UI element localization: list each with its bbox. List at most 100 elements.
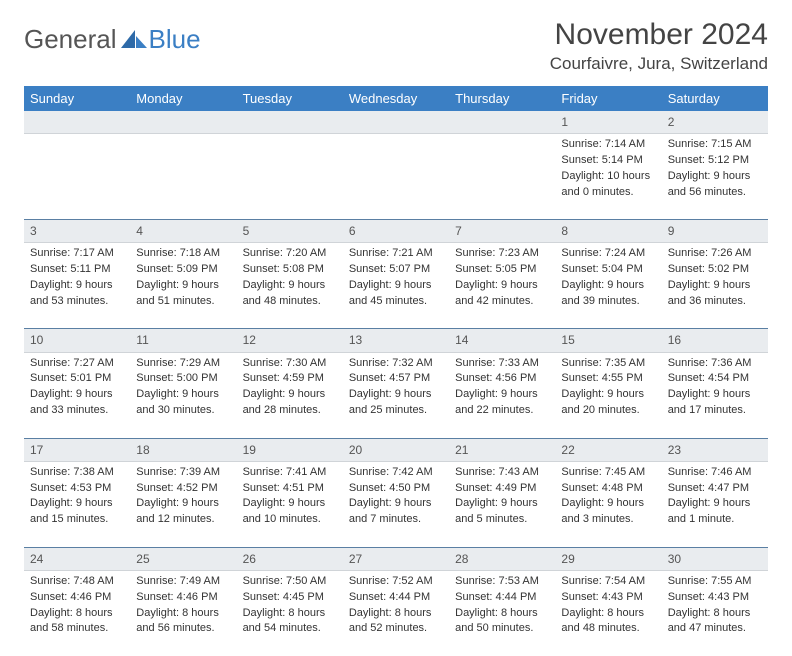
day-cell: Sunrise: 7:14 AMSunset: 5:14 PMDaylight:… — [555, 134, 661, 220]
day-number: 13 — [349, 333, 362, 347]
sunset-text: Sunset: 4:52 PM — [136, 481, 230, 496]
sunset-text: Sunset: 5:11 PM — [30, 262, 124, 277]
day-number: 17 — [30, 443, 43, 457]
day-cell: Sunrise: 7:52 AMSunset: 4:44 PMDaylight:… — [343, 570, 449, 656]
sunrise-text: Sunrise: 7:36 AM — [668, 356, 762, 371]
day-body-row: Sunrise: 7:17 AMSunset: 5:11 PM Daylight:… — [24, 243, 768, 329]
sunrise-text: Sunrise: 7:54 AM — [561, 574, 655, 589]
weekday-header: Friday — [555, 86, 661, 111]
sunrise-text: Sunrise: 7:21 AM — [349, 246, 443, 261]
day-number: 12 — [243, 333, 256, 347]
day2-text: and 33 minutes. — [30, 403, 124, 418]
weekday-header: Thursday — [449, 86, 555, 111]
day2-text: and 3 minutes. — [561, 512, 655, 527]
weekday-header: Tuesday — [237, 86, 343, 111]
day2-text: and 48 minutes. — [243, 294, 337, 309]
day-number: 4 — [136, 224, 143, 238]
day2-text: and 52 minutes. — [349, 621, 443, 636]
day-cell: Sunrise: 7:24 AMSunset: 5:04 PMDaylight:… — [555, 243, 661, 329]
sunrise-text: Sunrise: 7:43 AM — [455, 465, 549, 480]
sunrise-text: Sunrise: 7:52 AM — [349, 574, 443, 589]
day-number-cell — [130, 111, 236, 134]
day-cell: Sunrise: 7:38 AMSunset: 4:53 PMDaylight:… — [24, 461, 130, 547]
day-cell — [24, 134, 130, 220]
day-number: 16 — [668, 333, 681, 347]
sunset-text: Sunset: 5:00 PM — [136, 371, 230, 386]
day-cell: Sunrise: 7:29 AMSunset: 5:00 PMDaylight:… — [130, 352, 236, 438]
day2-text: and 25 minutes. — [349, 403, 443, 418]
day-cell: Sunrise: 7:48 AMSunset: 4:46 PMDaylight:… — [24, 570, 130, 656]
sunset-text: Sunset: 5:09 PM — [136, 262, 230, 277]
day-number-cell: 21 — [449, 438, 555, 461]
sunset-text: Sunset: 5:07 PM — [349, 262, 443, 277]
sunset-text: Sunset: 4:55 PM — [561, 371, 655, 386]
day-number-row: 10111213141516 — [24, 329, 768, 352]
weekday-header: Saturday — [662, 86, 768, 111]
day2-text: and 22 minutes. — [455, 403, 549, 418]
day-number-cell — [343, 111, 449, 134]
day2-text: and 20 minutes. — [561, 403, 655, 418]
weekday-header: Sunday — [24, 86, 130, 111]
sunset-text: Sunset: 4:43 PM — [561, 590, 655, 605]
day-number: 8 — [561, 224, 568, 238]
day-number: 29 — [561, 552, 574, 566]
day-number: 19 — [243, 443, 256, 457]
day1-text: Daylight: 9 hours — [136, 278, 230, 293]
sunrise-text: Sunrise: 7:49 AM — [136, 574, 230, 589]
sunset-text: Sunset: 4:53 PM — [30, 481, 124, 496]
day-cell: Sunrise: 7:43 AMSunset: 4:49 PMDaylight:… — [449, 461, 555, 547]
day-number: 5 — [243, 224, 250, 238]
day1-text: Daylight: 9 hours — [668, 387, 762, 402]
sunrise-text: Sunrise: 7:30 AM — [243, 356, 337, 371]
sunrise-text: Sunrise: 7:27 AM — [30, 356, 124, 371]
day1-text: Daylight: 9 hours — [243, 387, 337, 402]
day-number-cell — [24, 111, 130, 134]
day1-text: Daylight: 8 hours — [561, 606, 655, 621]
sunset-text: Sunset: 5:12 PM — [668, 153, 762, 168]
day2-text: and 17 minutes. — [668, 403, 762, 418]
day2-text: and 50 minutes. — [455, 621, 549, 636]
day2-text: and 7 minutes. — [349, 512, 443, 527]
day1-text: Daylight: 9 hours — [136, 496, 230, 511]
day-number-cell — [449, 111, 555, 134]
day-body-row: Sunrise: 7:48 AMSunset: 4:46 PMDaylight:… — [24, 570, 768, 656]
day-cell: Sunrise: 7:42 AMSunset: 4:50 PMDaylight:… — [343, 461, 449, 547]
day-number: 27 — [349, 552, 362, 566]
sunset-text: Sunset: 5:02 PM — [668, 262, 762, 277]
day-cell: Sunrise: 7:50 AMSunset: 4:45 PMDaylight:… — [237, 570, 343, 656]
sunrise-text: Sunrise: 7:45 AM — [561, 465, 655, 480]
day-cell: Sunrise: 7:30 AMSunset: 4:59 PMDaylight:… — [237, 352, 343, 438]
day-number-cell: 19 — [237, 438, 343, 461]
day1-text: Daylight: 9 hours — [668, 496, 762, 511]
day-number-cell: 14 — [449, 329, 555, 352]
day2-text: and 47 minutes. — [668, 621, 762, 636]
day-cell: Sunrise: 7:55 AMSunset: 4:43 PMDaylight:… — [662, 570, 768, 656]
day-number-cell: 17 — [24, 438, 130, 461]
day-number: 24 — [30, 552, 43, 566]
day1-text: Daylight: 9 hours — [136, 387, 230, 402]
day-number-cell: 5 — [237, 220, 343, 243]
sunrise-text: Sunrise: 7:17 AM — [30, 246, 124, 261]
day2-text: and 56 minutes. — [668, 185, 762, 200]
day2-text: and 42 minutes. — [455, 294, 549, 309]
day-cell: Sunrise: 7:53 AMSunset: 4:44 PMDaylight:… — [449, 570, 555, 656]
day-cell: Sunrise: 7:21 AMSunset: 5:07 PMDaylight:… — [343, 243, 449, 329]
day-number-cell — [237, 111, 343, 134]
sunset-text: Sunset: 4:48 PM — [561, 481, 655, 496]
sunrise-text: Sunrise: 7:42 AM — [349, 465, 443, 480]
day2-text: and 10 minutes. — [243, 512, 337, 527]
day1-text: Daylight: 9 hours — [30, 496, 124, 511]
day-cell — [343, 134, 449, 220]
sunrise-text: Sunrise: 7:29 AM — [136, 356, 230, 371]
day-cell: Sunrise: 7:46 AMSunset: 4:47 PMDaylight:… — [662, 461, 768, 547]
sunset-text: Sunset: 4:51 PM — [243, 481, 337, 496]
sunrise-text: Sunrise: 7:24 AM — [561, 246, 655, 261]
day-number: 10 — [30, 333, 43, 347]
day1-text: Daylight: 9 hours — [668, 169, 762, 184]
day-number-cell: 8 — [555, 220, 661, 243]
sunset-text: Sunset: 4:54 PM — [668, 371, 762, 386]
day-cell: Sunrise: 7:39 AMSunset: 4:52 PMDaylight:… — [130, 461, 236, 547]
sunset-text: Sunset: 4:57 PM — [349, 371, 443, 386]
sunset-text: Sunset: 4:47 PM — [668, 481, 762, 496]
sunrise-text: Sunrise: 7:38 AM — [30, 465, 124, 480]
